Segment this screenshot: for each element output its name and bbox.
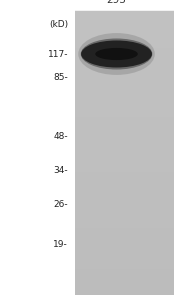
Text: 48-: 48- [53, 132, 68, 141]
Text: 26-: 26- [53, 200, 68, 209]
Text: 85-: 85- [53, 73, 68, 82]
Ellipse shape [81, 38, 152, 70]
Text: 293: 293 [107, 0, 127, 5]
Text: 117-: 117- [47, 50, 68, 58]
Ellipse shape [78, 33, 155, 75]
Ellipse shape [95, 48, 138, 60]
Text: (kD): (kD) [49, 20, 68, 28]
Bar [75, 11, 174, 295]
Text: 19-: 19- [53, 240, 68, 249]
Text: 34-: 34- [53, 166, 68, 175]
Ellipse shape [81, 40, 152, 68]
